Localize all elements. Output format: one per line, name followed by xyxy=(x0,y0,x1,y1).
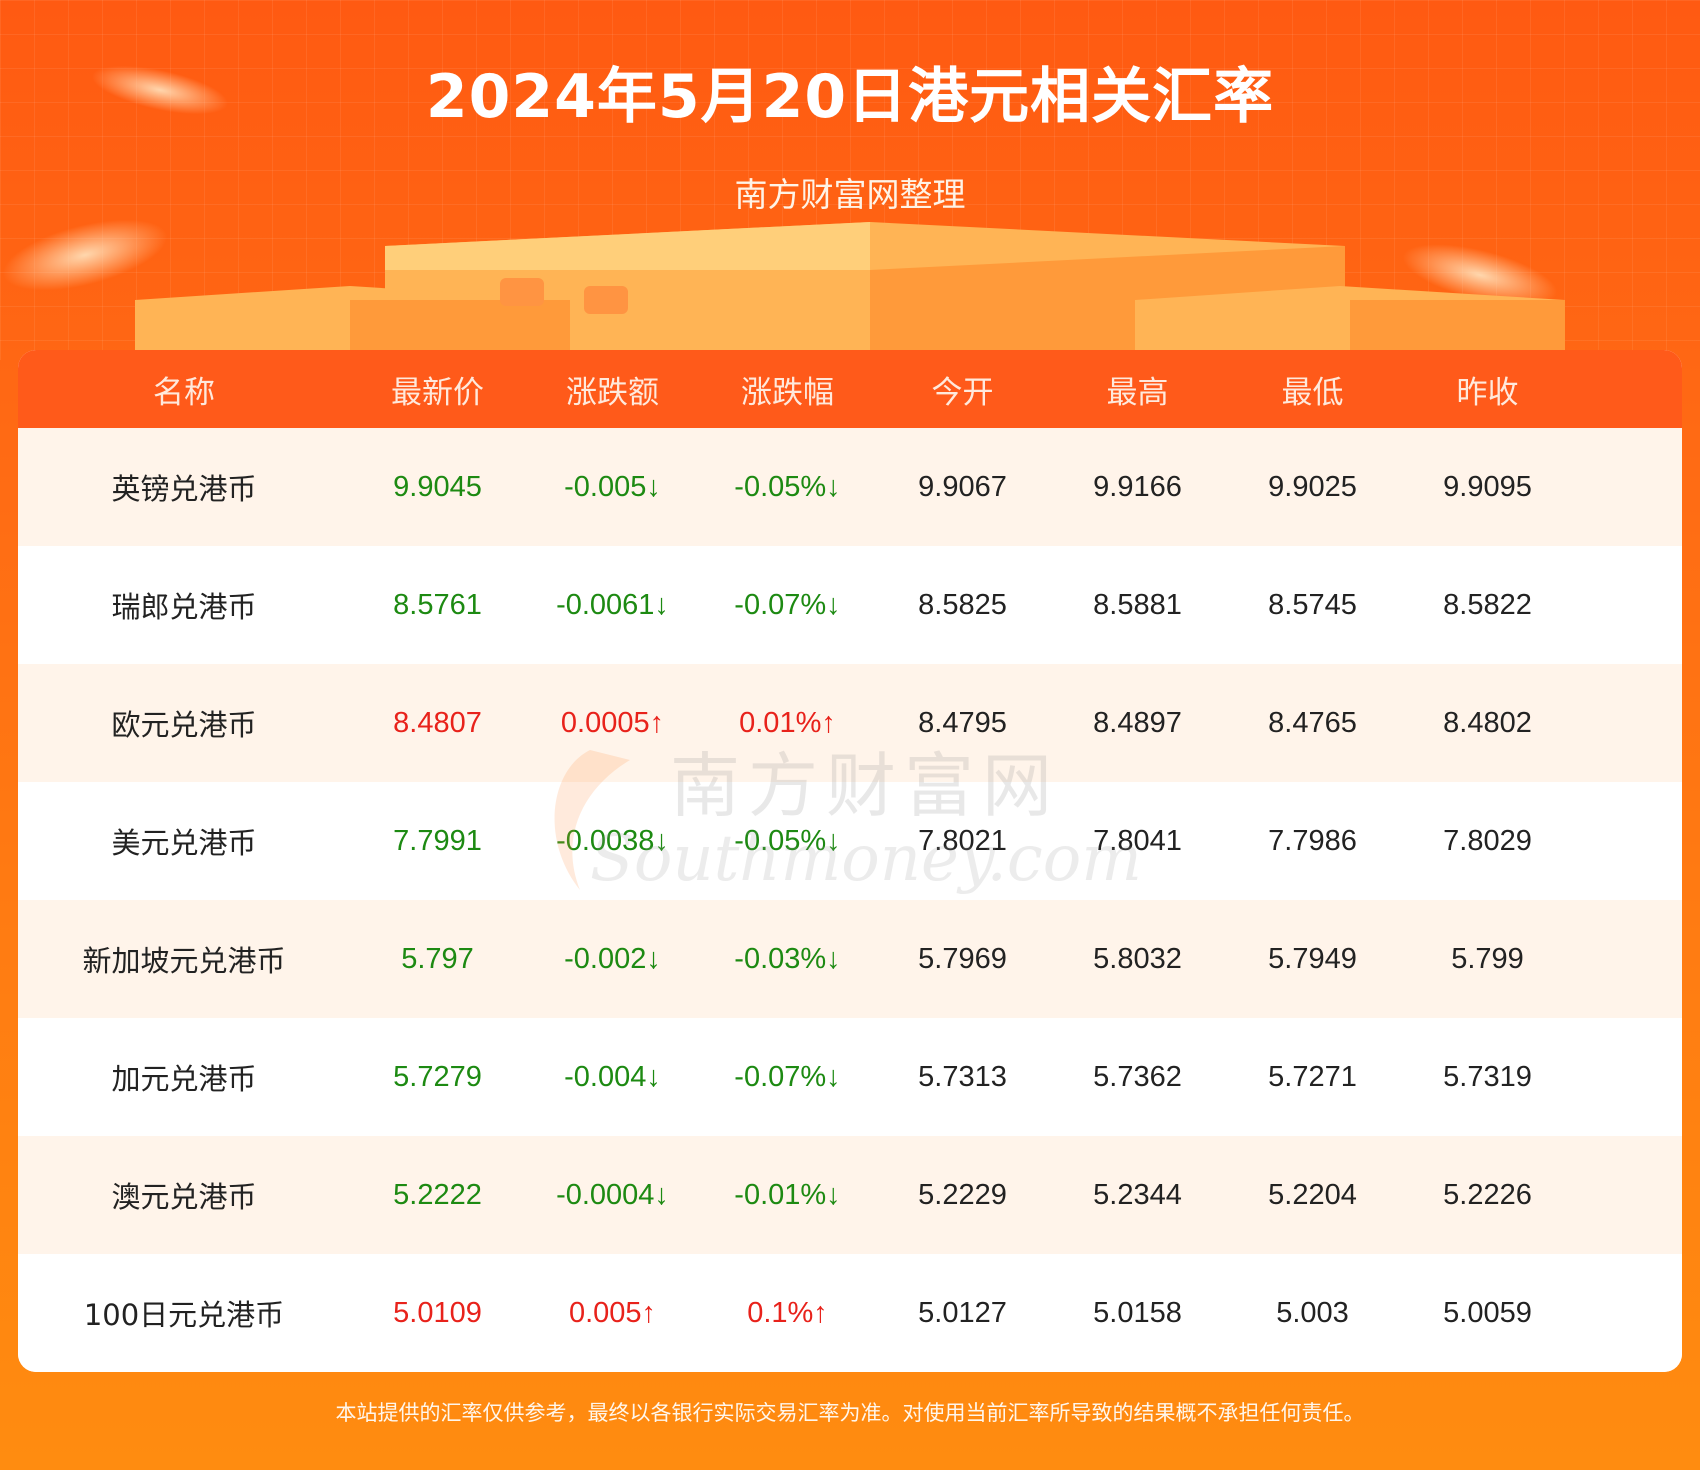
latest-price: 8.5761 xyxy=(393,588,482,621)
page-title: 2024年5月20日港元相关汇率 xyxy=(425,62,1275,132)
change-amount: -0.005↓ xyxy=(564,470,661,503)
prev-close: 5.7319 xyxy=(1443,1060,1532,1093)
change-amount: 0.0005↑ xyxy=(560,706,665,739)
table-row: 加元兑港币 5.7279 -0.004↓ -0.07%↓ 5.7313 5.73… xyxy=(18,1018,1682,1136)
currency-name: 美元兑港币 xyxy=(111,826,257,860)
currency-name: 新加坡元兑港币 xyxy=(82,944,286,978)
latest-price: 9.9045 xyxy=(393,470,482,503)
open-price: 7.8021 xyxy=(918,824,1007,857)
currency-name: 英镑兑港币 xyxy=(111,472,257,506)
prev-close: 5.799 xyxy=(1451,942,1524,975)
latest-price: 8.4807 xyxy=(393,706,482,739)
high-price: 5.8032 xyxy=(1093,942,1182,975)
column-header-high: 最高 xyxy=(1106,374,1169,411)
table-row: 瑞郎兑港币 8.5761 -0.0061↓ -0.07%↓ 8.5825 8.5… xyxy=(18,546,1682,664)
change-amount: -0.004↓ xyxy=(564,1060,661,1093)
change-percent: -0.05%↓ xyxy=(734,470,841,503)
low-price: 8.4765 xyxy=(1268,706,1357,739)
change-percent: -0.01%↓ xyxy=(734,1178,841,1211)
open-price: 5.7969 xyxy=(918,942,1007,975)
latest-price: 5.0109 xyxy=(393,1296,482,1329)
latest-price: 5.2222 xyxy=(393,1178,482,1211)
table-row: 澳元兑港币 5.2222 -0.0004↓ -0.01%↓ 5.2229 5.2… xyxy=(18,1136,1682,1254)
low-price: 5.2204 xyxy=(1268,1178,1357,1211)
currency-name: 加元兑港币 xyxy=(111,1062,257,1096)
prev-close: 5.0059 xyxy=(1443,1296,1532,1329)
high-price: 5.0158 xyxy=(1093,1296,1182,1329)
table-header: 名称 最新价 涨跌额 涨跌幅 今开 最高 最低 昨收 xyxy=(18,350,1682,428)
low-price: 8.5745 xyxy=(1268,588,1357,621)
high-price: 7.8041 xyxy=(1093,824,1182,857)
column-header-low: 最低 xyxy=(1281,374,1344,411)
latest-price: 7.7991 xyxy=(393,824,482,857)
prev-close: 8.4802 xyxy=(1443,706,1532,739)
open-price: 5.0127 xyxy=(918,1296,1007,1329)
change-amount: -0.0061↓ xyxy=(556,588,669,621)
change-amount: -0.0038↓ xyxy=(556,824,669,857)
decorative-blocks xyxy=(135,222,1565,350)
currency-name: 欧元兑港币 xyxy=(111,708,257,742)
change-amount: -0.0004↓ xyxy=(556,1178,669,1211)
low-price: 7.7986 xyxy=(1268,824,1357,857)
change-percent: -0.07%↓ xyxy=(734,1060,841,1093)
table-row: 英镑兑港币 9.9045 -0.005↓ -0.05%↓ 9.9067 9.91… xyxy=(18,428,1682,546)
high-price: 5.2344 xyxy=(1093,1178,1182,1211)
column-header-name: 名称 xyxy=(153,374,215,411)
currency-name: 瑞郎兑港币 xyxy=(111,590,257,624)
prev-close: 5.2226 xyxy=(1443,1178,1532,1211)
prev-close: 7.8029 xyxy=(1443,824,1532,857)
currency-name: 澳元兑港币 xyxy=(111,1180,257,1214)
open-price: 5.7313 xyxy=(918,1060,1007,1093)
page-subtitle: 南方财富网整理 xyxy=(734,175,966,214)
change-amount: 0.005↑ xyxy=(568,1296,657,1329)
high-price: 5.7362 xyxy=(1093,1060,1182,1093)
open-price: 5.2229 xyxy=(918,1178,1007,1211)
change-percent: 0.1%↑ xyxy=(747,1296,828,1329)
column-header-pct: 涨跌幅 xyxy=(741,374,834,411)
table-row: 欧元兑港币 8.4807 0.0005↑ 0.01%↑ 8.4795 8.489… xyxy=(18,664,1682,782)
low-price: 5.003 xyxy=(1276,1296,1349,1329)
high-price: 9.9166 xyxy=(1093,470,1182,503)
column-header-latest: 最新价 xyxy=(391,374,484,411)
table-row: 美元兑港币 7.7991 -0.0038↓ -0.05%↓ 7.8021 7.8… xyxy=(18,782,1682,900)
low-price: 5.7949 xyxy=(1268,942,1357,975)
low-price: 9.9025 xyxy=(1268,470,1357,503)
currency-name: 100日元兑港币 xyxy=(83,1298,285,1332)
change-percent: 0.01%↑ xyxy=(739,706,836,739)
high-price: 8.4897 xyxy=(1093,706,1182,739)
change-amount: -0.002↓ xyxy=(564,942,661,975)
low-price: 5.7271 xyxy=(1268,1060,1357,1093)
prev-close: 8.5822 xyxy=(1443,588,1532,621)
column-header-open: 今开 xyxy=(931,374,994,411)
high-price: 8.5881 xyxy=(1093,588,1182,621)
change-percent: -0.07%↓ xyxy=(734,588,841,621)
rates-table: 名称 最新价 涨跌额 涨跌幅 今开 最高 最低 昨收 英镑兑港币 9.9045 … xyxy=(18,350,1682,1372)
table-row: 100日元兑港币 5.0109 0.005↑ 0.1%↑ 5.0127 5.01… xyxy=(18,1254,1682,1372)
change-percent: -0.05%↓ xyxy=(734,824,841,857)
open-price: 8.4795 xyxy=(918,706,1007,739)
latest-price: 5.7279 xyxy=(393,1060,482,1093)
latest-price: 5.797 xyxy=(401,942,474,975)
open-price: 9.9067 xyxy=(918,470,1007,503)
prev-close: 9.9095 xyxy=(1443,470,1532,503)
table-row: 新加坡元兑港币 5.797 -0.002↓ -0.03%↓ 5.7969 5.8… xyxy=(18,900,1682,1018)
column-header-prev: 昨收 xyxy=(1456,374,1519,411)
table-body: 英镑兑港币 9.9045 -0.005↓ -0.05%↓ 9.9067 9.91… xyxy=(18,428,1682,1372)
open-price: 8.5825 xyxy=(918,588,1007,621)
disclaimer-footer: 本站提供的汇率仅供参考，最终以各银行实际交易汇率为准。对使用当前汇率所导致的结果… xyxy=(335,1401,1365,1425)
change-percent: -0.03%↓ xyxy=(734,942,841,975)
column-header-change: 涨跌额 xyxy=(566,374,659,411)
